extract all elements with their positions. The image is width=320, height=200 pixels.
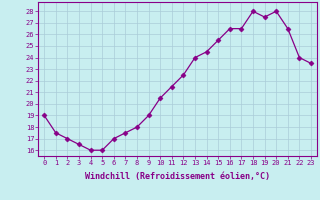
X-axis label: Windchill (Refroidissement éolien,°C): Windchill (Refroidissement éolien,°C) bbox=[85, 172, 270, 181]
